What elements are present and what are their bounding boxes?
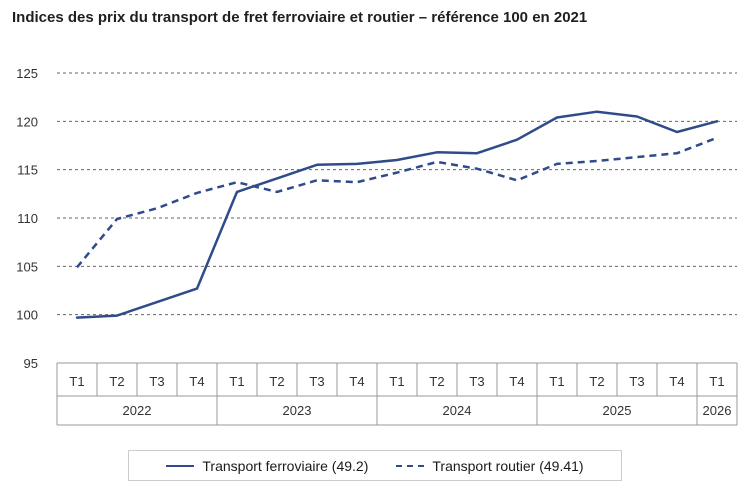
x-tick-label: T4: [189, 374, 204, 389]
y-tick-label-125: 125: [16, 66, 38, 81]
y-tick-label-110: 110: [17, 211, 38, 226]
x-tick-label: T4: [349, 374, 364, 389]
x-tick-label: T4: [669, 374, 684, 389]
legend-item-ferroviaire[interactable]: Transport ferroviaire (49.2): [166, 458, 368, 474]
legend-swatch-solid: [166, 464, 195, 467]
legend-swatch-dashed: [396, 464, 425, 467]
x-tick-label: T3: [149, 374, 164, 389]
x-year-label-2024: 2024: [443, 403, 472, 418]
x-tick-label: T1: [69, 374, 84, 389]
x-tick-label: T1: [229, 374, 244, 389]
legend-label-ferroviaire: Transport ferroviaire (49.2): [202, 457, 369, 474]
series-line-routier: [76, 136, 718, 269]
legend-item-routier[interactable]: Transport routier (49.41): [396, 457, 584, 474]
y-tick-label-95: 95: [24, 356, 38, 371]
x-tick-label: T1: [389, 374, 404, 389]
x-tick-label: T2: [429, 374, 444, 389]
legend-label-routier: Transport routier (49.41): [432, 457, 584, 474]
x-year-label-2025: 2025: [603, 403, 632, 418]
x-tick-label: T2: [109, 374, 124, 389]
series-line-ferroviaire: [75, 110, 719, 319]
y-tick-label-105: 105: [16, 259, 38, 274]
series-lines: [75, 110, 719, 319]
y-tick-label-120: 120: [16, 114, 38, 129]
x-year-label-2026: 2026: [703, 403, 732, 418]
y-tick-label-100: 100: [16, 308, 38, 323]
x-year-label-2022: 2022: [123, 403, 152, 418]
grid-lines: [57, 72, 737, 316]
legend: Transport ferroviaire (49.2) Transport r…: [128, 450, 622, 481]
x-tick-label: T2: [589, 374, 604, 389]
x-tick-label: T3: [469, 374, 484, 389]
x-tick-label: T3: [629, 374, 644, 389]
chart-title: Indices des prix du transport de fret fe…: [12, 9, 588, 26]
x-tick-label: T2: [269, 374, 284, 389]
x-tick-label: T1: [549, 374, 564, 389]
y-axis-ticks: 95 100 105 110 115 120 125: [16, 66, 38, 371]
x-year-label-2023: 2023: [283, 403, 312, 418]
x-tick-label: T1: [709, 374, 724, 389]
x-tick-label: T3: [309, 374, 324, 389]
x-tick-label: T4: [509, 374, 524, 389]
x-axis: T1 T2 T3 T4 T1 T2 T3 T4 T1 T2 T3 T4 T1 T2 T3 T4 T1 2022 20…: [56, 362, 738, 426]
y-tick-label-115: 115: [17, 163, 38, 178]
